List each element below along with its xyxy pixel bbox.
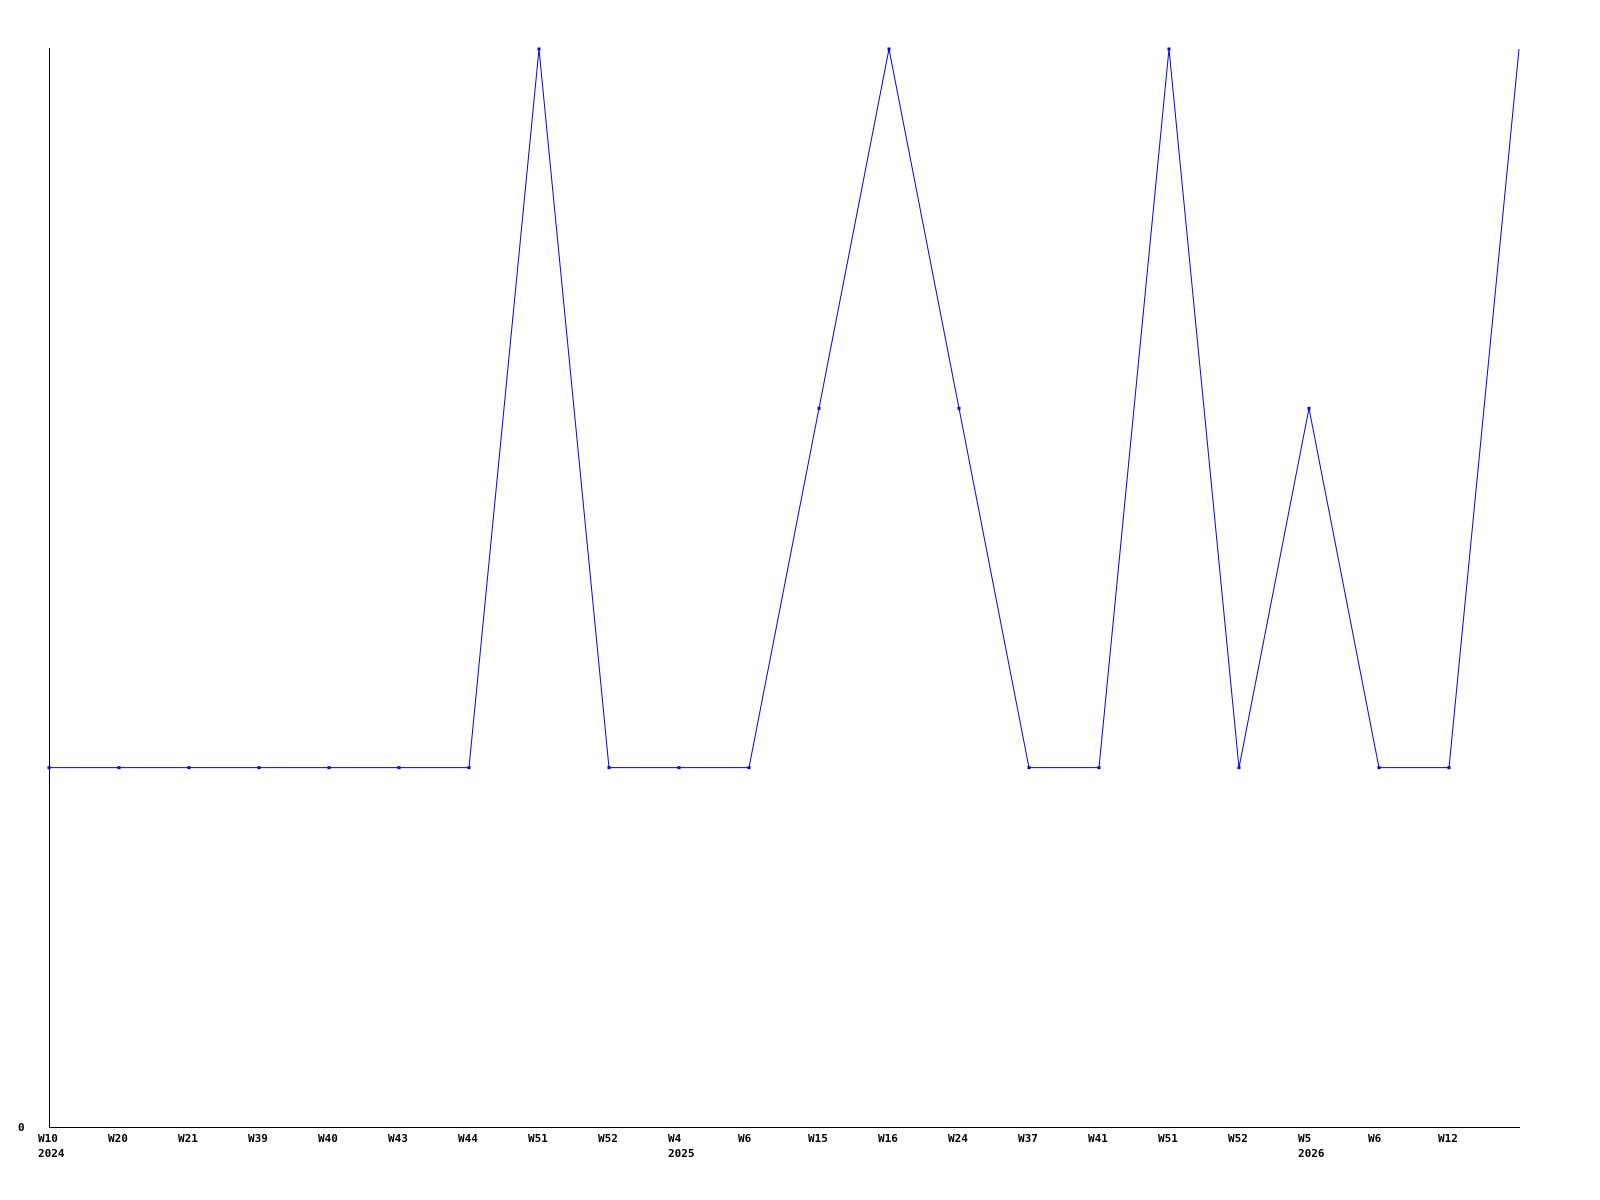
- data-point: [1027, 766, 1031, 770]
- y-tick-label-0: 0: [18, 1121, 25, 1134]
- x-tick-label: W41: [1088, 1132, 1108, 1145]
- data-point: [467, 766, 471, 770]
- x-tick-label: W15: [808, 1132, 828, 1145]
- x-tick-label: W5: [1298, 1132, 1311, 1145]
- x-tick-label: W52: [1228, 1132, 1248, 1145]
- data-point: [957, 406, 961, 410]
- x-tick-label: W10: [38, 1132, 58, 1145]
- x-tick-label: W20: [108, 1132, 128, 1145]
- data-point: [537, 47, 541, 51]
- x-tick-label: W12: [1438, 1132, 1458, 1145]
- x-tick-label: W4: [668, 1132, 682, 1145]
- x-tick-label: W43: [388, 1132, 408, 1145]
- x-tick-label: W39: [248, 1132, 268, 1145]
- data-point: [1237, 766, 1241, 770]
- data-point: [47, 766, 51, 770]
- x-tick-label: W21: [178, 1132, 198, 1145]
- x-year-label: 2024: [38, 1147, 65, 1160]
- x-tick-label: W37: [1018, 1132, 1038, 1145]
- data-point: [887, 47, 891, 51]
- x-tick-label: W52: [598, 1132, 618, 1145]
- x-tick-label: W44: [458, 1132, 478, 1145]
- data-point: [1447, 766, 1451, 770]
- data-point: [1307, 406, 1311, 410]
- x-tick-label: W24: [948, 1132, 968, 1145]
- data-point: [1167, 47, 1171, 51]
- data-point: [397, 766, 401, 770]
- x-year-label: 2026: [1298, 1147, 1325, 1160]
- data-point: [187, 766, 191, 770]
- x-tick-label: W6: [738, 1132, 752, 1145]
- x-tick-label: W16: [878, 1132, 898, 1145]
- data-point: [1097, 766, 1101, 770]
- x-tick-label: W51: [1158, 1132, 1178, 1145]
- data-point: [327, 766, 331, 770]
- data-point: [817, 406, 821, 410]
- data-point: [607, 766, 611, 770]
- data-point: [257, 766, 261, 770]
- data-point: [677, 766, 681, 770]
- data-point: [1377, 766, 1381, 770]
- data-point: [117, 766, 121, 770]
- series-line: [49, 48, 1520, 769]
- x-tick-label: W6: [1368, 1132, 1382, 1145]
- x-tick-label: W40: [318, 1132, 338, 1145]
- x-tick-label: W51: [528, 1132, 548, 1145]
- data-point: [747, 766, 751, 770]
- x-year-label: 2025: [668, 1147, 695, 1160]
